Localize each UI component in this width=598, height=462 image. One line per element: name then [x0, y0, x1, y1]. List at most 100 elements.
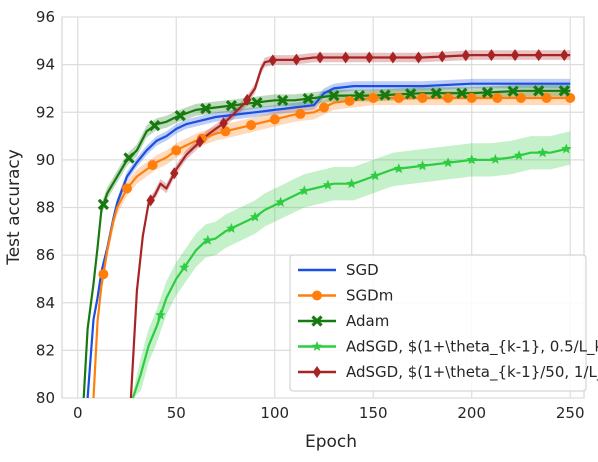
y-tick-label: 90 — [36, 151, 55, 169]
adsgd-a-marker — [275, 196, 286, 207]
legend-marker — [312, 366, 322, 378]
y-tick-label: 94 — [36, 56, 55, 74]
sgdm-marker — [344, 95, 355, 106]
adam-marker — [405, 88, 417, 100]
adsgd-a-marker — [490, 153, 501, 164]
legend: SGD SGDm Adam AdSGD, $(1+\theta_{k-1}, 0.5/… — [289, 254, 598, 392]
adsgd-b-marker — [242, 93, 252, 106]
legend-label: Adam — [346, 312, 389, 330]
adsgd-b-marker — [487, 49, 496, 62]
sgdm-marker — [98, 269, 109, 280]
sgdm-marker — [417, 92, 428, 103]
adsgd-b-marker — [195, 135, 205, 148]
sgdm-marker — [147, 160, 158, 171]
sgdm-marker — [220, 126, 231, 137]
sgdm-marker — [269, 114, 280, 125]
adsgd-a-marker — [393, 163, 405, 174]
legend-marker — [312, 290, 322, 301]
adsgd-a-marker — [561, 143, 572, 154]
adsgd-b-marker — [510, 49, 520, 62]
adsgd-a-marker — [202, 234, 213, 245]
adsgd-b-line — [129, 53, 571, 399]
adsgd-a-marker — [178, 262, 190, 272]
adam-marker — [456, 87, 468, 99]
x-tick-label: 150 — [359, 404, 388, 422]
adsgd-b-marker — [170, 167, 179, 180]
adsgd-a-marker — [442, 157, 454, 168]
x-axis-ticks: 0 50 100 150 200 250 — [73, 404, 585, 422]
adsgd-a-marker — [370, 170, 381, 181]
adsgd-b-marker — [219, 117, 228, 130]
adsgd-a-marker — [513, 150, 525, 160]
adsgd-a-marker — [299, 185, 310, 196]
legend-item-adam: Adam — [298, 312, 389, 330]
adsgd-b-marker — [388, 51, 398, 64]
legend-label: SGDm — [346, 287, 393, 305]
y-tick-label: 84 — [36, 294, 55, 312]
adsgd-b-marker — [268, 54, 277, 67]
legend-label: SGD — [346, 261, 379, 279]
legend-item-adsgd-a: AdSGD, $(1+\theta_{k-1}, 0.5/L_k)$ — [298, 338, 598, 357]
sgdm-marker — [393, 92, 404, 103]
legend-box — [289, 254, 587, 392]
sgdm-marker — [443, 92, 454, 103]
x-tick-label: 50 — [167, 404, 186, 422]
sgdm-marker — [122, 183, 133, 194]
adsgd-b-marker — [315, 51, 325, 64]
adsgd-a-marker — [322, 179, 334, 190]
adsgd-a-marker — [226, 223, 237, 233]
sgdm-marker — [368, 92, 379, 103]
adsgd-a-marker — [155, 309, 166, 320]
legend-label: AdSGD, $(1+\theta_{k-1}, 0.5/L_k)$ — [346, 338, 598, 357]
sgdm-marker — [466, 92, 477, 103]
legend-item-sgd: SGD — [298, 261, 379, 279]
sgdm-marker — [295, 108, 306, 119]
adam-marker — [430, 87, 442, 99]
y-tick-label: 96 — [36, 8, 55, 26]
adam-marker — [174, 109, 186, 122]
adam-marker — [148, 119, 161, 132]
y-tick-label: 88 — [36, 199, 55, 217]
adam-marker — [200, 103, 212, 115]
adam-marker — [481, 86, 494, 99]
y-tick-label: 92 — [36, 103, 55, 121]
sgdm-marker — [171, 145, 182, 156]
adsgd-b-marker — [437, 50, 447, 63]
legend-marker — [311, 315, 323, 327]
adsgd-b-marker — [365, 51, 374, 64]
adsgd-a-marker — [346, 178, 357, 189]
adsgd-a-marker — [537, 147, 548, 158]
y-tick-label: 80 — [36, 389, 55, 407]
x-tick-label: 100 — [260, 404, 289, 422]
sgdm-marker — [515, 92, 526, 103]
adam-marker — [353, 89, 366, 102]
adam-marker — [507, 85, 519, 97]
adam-marker — [225, 99, 238, 112]
adam-marker — [558, 85, 570, 97]
x-tick-label: 200 — [457, 404, 486, 422]
adsgd-b-marker — [341, 51, 350, 64]
x-tick-label: 0 — [73, 404, 83, 422]
sgdm-marker — [541, 92, 552, 103]
adsgd-a-marker — [466, 154, 477, 165]
legend-label: AdSGD, $(1+\theta_{k-1}/50, 1/L_k)$ — [346, 363, 598, 382]
sgdm-marker — [318, 102, 329, 113]
adsgd-b-marker — [146, 194, 155, 207]
adam-marker — [123, 152, 135, 164]
adsgd-b-marker — [414, 51, 423, 64]
adsgd-b-marker — [292, 53, 301, 66]
adam-marker — [97, 198, 109, 210]
adsgd-b-marker — [560, 49, 569, 62]
legend-marker — [311, 341, 323, 351]
y-tick-label: 86 — [36, 246, 55, 264]
adsgd-a-marker — [249, 211, 261, 222]
adam-marker — [302, 93, 314, 105]
sgdm-marker — [492, 92, 503, 103]
adam-marker — [276, 94, 289, 106]
adsgd-a-marker — [417, 160, 428, 171]
adam-marker — [379, 89, 391, 101]
legend-item-adsgd-b: AdSGD, $(1+\theta_{k-1}/50, 1/L_k)$ — [298, 363, 598, 382]
sgdm-marker — [246, 120, 257, 131]
x-tick-label: 250 — [556, 404, 585, 422]
